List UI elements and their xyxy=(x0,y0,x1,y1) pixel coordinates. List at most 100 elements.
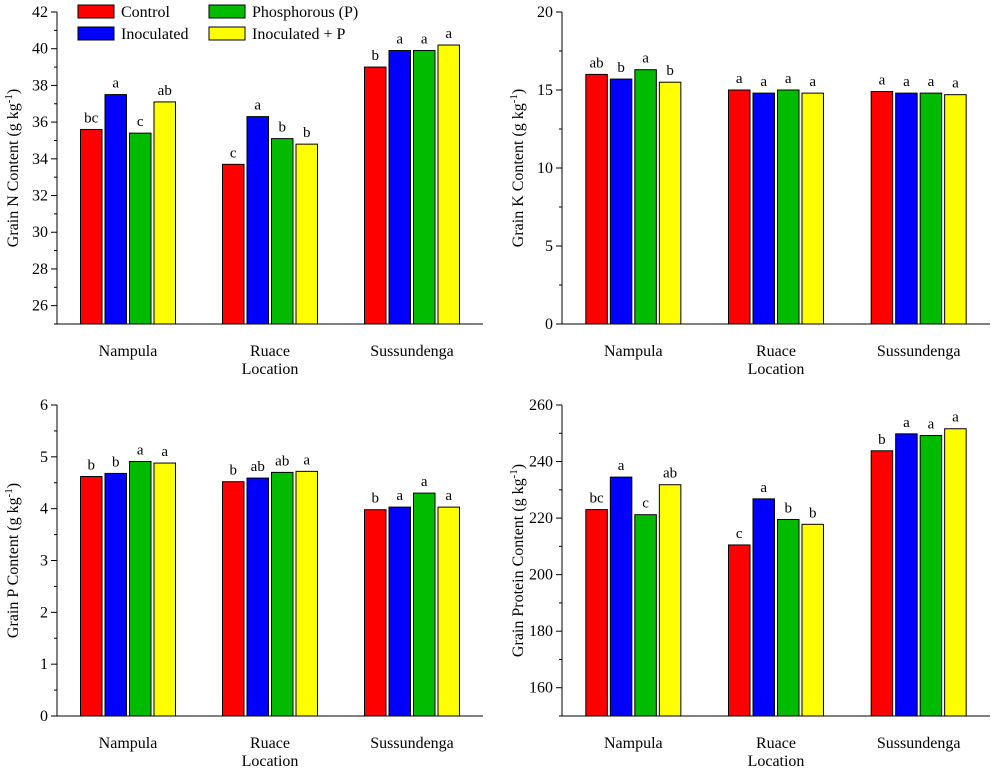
x-tick-label: Nampula xyxy=(604,735,663,752)
bar xyxy=(585,509,608,717)
significance-letter: b xyxy=(878,432,886,448)
significance-letter: bc xyxy=(84,110,99,126)
y-tick-label: 10 xyxy=(537,160,553,177)
x-tick-label: Sussundenga xyxy=(877,343,961,360)
significance-letter: b xyxy=(785,501,793,517)
y-tick-label: 20 xyxy=(537,4,553,21)
y-axis-title: Grain Protein Content (g kg-1) xyxy=(508,464,527,657)
significance-letter: b xyxy=(88,458,96,474)
x-axis-title: Location xyxy=(748,753,805,770)
bar xyxy=(271,138,294,325)
bar xyxy=(153,462,176,717)
significance-letter: ab xyxy=(158,83,172,99)
y-tick-label: 200 xyxy=(529,567,553,584)
bar xyxy=(246,116,269,325)
bar xyxy=(222,163,245,325)
y-tick-label: 26 xyxy=(32,298,48,315)
bar xyxy=(104,94,127,325)
significance-letter: a xyxy=(642,51,649,67)
significance-letter: b xyxy=(279,120,287,136)
x-tick-label: Sussundenga xyxy=(370,735,454,752)
y-axis-title: Grain N Content (g kg-1) xyxy=(3,89,22,247)
y-tick-label: 0 xyxy=(545,316,553,333)
bar xyxy=(80,476,103,717)
bar xyxy=(658,81,682,325)
x-tick-label: Nampula xyxy=(604,343,663,360)
significance-letter: a xyxy=(254,98,261,114)
y-tick-label: 42 xyxy=(32,4,48,21)
significance-letter: a xyxy=(618,458,625,474)
significance-letter: a xyxy=(396,488,403,504)
significance-letter: b xyxy=(617,60,625,76)
y-axis-title: Grain K Content (g kg-1) xyxy=(508,89,527,247)
significance-letter: a xyxy=(903,415,910,431)
bar xyxy=(153,101,176,325)
bar xyxy=(364,509,387,717)
legend-swatch xyxy=(77,26,115,41)
bar xyxy=(295,470,318,717)
legend-swatch xyxy=(208,4,246,19)
bar xyxy=(246,477,269,717)
significance-letter: ab xyxy=(275,453,289,469)
x-tick-label: Ruace xyxy=(250,343,290,360)
bar xyxy=(364,66,387,325)
y-tick-label: 5 xyxy=(40,449,48,466)
significance-letter: c xyxy=(137,114,144,130)
bar xyxy=(752,92,775,325)
bar xyxy=(801,523,824,717)
significance-letter: c xyxy=(736,526,743,542)
bar xyxy=(104,472,127,717)
y-tick-label: 2 xyxy=(40,604,48,621)
bar xyxy=(413,492,436,717)
significance-letter: a xyxy=(760,480,767,496)
significance-letter: b xyxy=(230,463,238,479)
bar xyxy=(388,50,411,325)
legend-label: Control xyxy=(121,4,170,21)
bar xyxy=(609,476,633,717)
significance-letter: a xyxy=(928,74,935,90)
bar xyxy=(634,514,657,717)
bar xyxy=(777,89,800,325)
bar xyxy=(919,92,943,325)
bar xyxy=(728,544,751,717)
significance-letter: a xyxy=(396,32,403,48)
legend: Control Inoculated Phosphorous (P) Inoculat… xyxy=(77,4,358,43)
y-tick-label: 1 xyxy=(40,656,48,673)
y-tick-label: 240 xyxy=(529,454,553,471)
significance-letter: a xyxy=(903,74,910,90)
x-tick-label: Sussundenga xyxy=(370,343,454,360)
bar xyxy=(777,519,800,717)
y-tick-label: 0 xyxy=(40,708,48,725)
significance-letter: c xyxy=(642,496,649,512)
x-axis-title: Location xyxy=(242,361,299,378)
x-tick-label: Nampula xyxy=(99,343,158,360)
significance-letter: a xyxy=(421,32,428,48)
y-tick-label: 38 xyxy=(32,77,48,94)
bar xyxy=(129,132,152,325)
bar xyxy=(801,92,824,325)
significance-letter: a xyxy=(928,417,935,433)
bar xyxy=(870,450,894,717)
legend-swatch xyxy=(77,4,115,19)
bar xyxy=(870,91,894,325)
y-tick-label: 15 xyxy=(537,82,553,99)
y-tick-label: 34 xyxy=(32,151,48,168)
bar xyxy=(222,481,245,717)
significance-letter: a xyxy=(421,474,428,490)
significance-letter: a xyxy=(879,73,886,89)
y-tick-label: 160 xyxy=(529,680,553,697)
significance-letter: b xyxy=(809,505,817,521)
significance-letter: b xyxy=(372,491,380,507)
legend-label: Phosphorous (P) xyxy=(252,4,358,21)
bar xyxy=(585,73,608,325)
bar xyxy=(437,44,460,325)
bar xyxy=(895,92,918,325)
y-tick-label: 260 xyxy=(529,397,553,414)
bar xyxy=(634,69,657,325)
x-axis-title: Location xyxy=(242,753,299,770)
significance-letter: a xyxy=(445,26,452,42)
